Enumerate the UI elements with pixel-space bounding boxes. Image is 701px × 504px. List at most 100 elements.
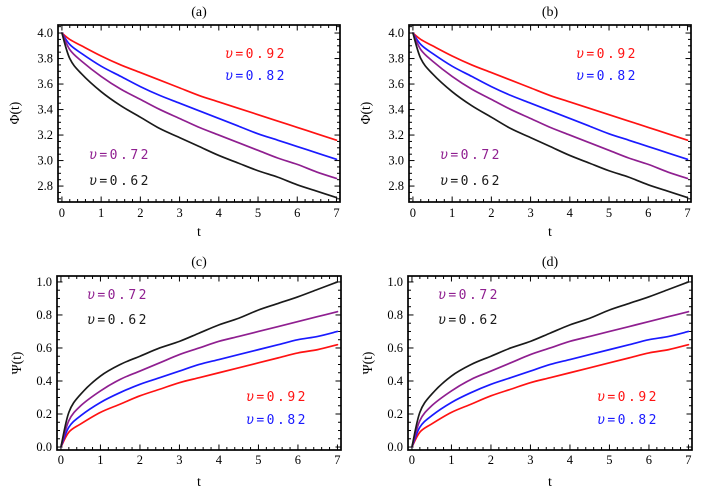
y-tick-label: 0.6 [387,341,403,355]
x-tick-label: 6 [645,206,651,220]
upsilon-symbol: υ [438,313,448,328]
legend-label: υ=0.72 [440,148,502,163]
y-tick-label: 3.6 [37,77,53,91]
x-tick-label: 3 [527,453,533,467]
series-curves [412,32,689,199]
upsilon-symbol: υ [225,69,235,84]
tick-labels: 0 1 2 3 4 5 6 7 2.8 3.0 3.2 3.4 3.6 3.8 4.0 [37,26,339,220]
legend-label: υ=0.82 [597,413,659,428]
y-tick-label: 0.4 [387,374,403,388]
x-tick-label: 4 [216,206,223,220]
upsilon-symbol: υ [597,413,607,428]
x-tick-label: 1 [449,206,455,220]
panel-c: 0 1 2 3 4 5 6 7 0.0 0.2 0.4 0.6 0.8 1.0 υ=0.72 υ=0.62 υ=… [0,252,350,504]
legend-label: υ=0.62 [87,313,149,328]
x-tick-label: 1 [448,453,454,467]
x-tick-label: 3 [176,206,182,220]
upsilon-symbol: υ [246,413,256,428]
series-curves [61,32,338,199]
curve-υ=0.62 [60,281,339,448]
y-tick-label: 0.0 [387,440,403,454]
upsilon-symbol: υ [440,148,450,163]
plot-frame [57,24,341,203]
panel-title: (c) [191,255,207,270]
y-tick-label: 0.6 [36,341,52,355]
legend-label: υ=0.92 [576,47,638,62]
upsilon-symbol: υ [597,390,607,405]
curve-υ=0.82 [411,330,690,448]
plot-area-a: 0 1 2 3 4 5 6 7 2.8 3.0 3.2 3.4 3.6 3.8 4.0 υ=0.92 υ=0.8… [37,24,341,220]
y-tick-label: 2.8 [388,179,404,193]
tick-labels: 0 1 2 3 4 5 6 7 0.0 0.2 0.4 0.6 0.8 1.0 [36,275,340,467]
legend-label: υ=0.62 [440,174,502,189]
upsilon-symbol: υ [89,174,99,189]
x-tick-label: 2 [137,206,143,220]
x-tick-label: 7 [684,206,690,220]
x-tick-label: 5 [606,453,612,467]
upsilon-symbol: υ [246,390,256,405]
x-axis-label: t [548,475,552,490]
plot-area-b: 0 1 2 3 4 5 6 7 2.8 3.0 3.2 3.4 3.6 3.8 4.0 υ=0.92 υ=0.8… [388,24,692,220]
y-tick-label: 3.8 [388,52,404,66]
curve-υ=0.62 [411,281,690,448]
upsilon-symbol: υ [89,148,99,163]
tick-labels: 0 1 2 3 4 5 6 7 0.0 0.2 0.4 0.6 0.8 1.0 [387,275,691,467]
upsilon-symbol: υ [87,313,97,328]
legend-label: υ=0.82 [225,69,287,84]
upsilon-symbol: υ [440,174,450,189]
tick-labels: 0 1 2 3 4 5 6 7 2.8 3.0 3.2 3.4 3.6 3.8 4.0 [388,26,690,220]
y-tick-label: 0.4 [36,374,52,388]
x-tick-label: 4 [567,453,574,467]
x-tick-label: 2 [137,453,143,467]
panel-title: (b) [541,5,559,20]
curve-υ=0.72 [412,32,689,180]
x-axis-label: t [197,225,201,240]
curve-υ=0.92 [60,343,339,448]
y-tick-label: 3.8 [37,52,53,66]
panel-a: 0 1 2 3 4 5 6 7 2.8 3.0 3.2 3.4 3.6 3.8 4.0 υ=0.92 υ=0.8… [0,0,350,252]
upsilon-symbol: υ [225,47,235,62]
x-tick-label: 3 [527,206,533,220]
x-tick-label: 1 [98,206,104,220]
curve-υ=0.82 [412,32,689,161]
curve-υ=0.82 [61,32,338,161]
plot-frame [56,275,342,451]
y-tick-label: 0.0 [36,440,52,454]
upsilon-symbol: υ [87,288,97,303]
plot-frame [408,24,692,203]
panel-title: (a) [191,5,207,20]
curve-υ=0.92 [412,32,689,141]
y-tick-label: 4.0 [388,26,404,40]
y-tick-label: 3.2 [37,128,53,142]
y-tick-label: 2.8 [37,179,53,193]
legend: υ=0.92 υ=0.82 υ=0.72 υ=0.62 [89,47,287,189]
y-tick-label: 0.8 [387,308,403,322]
x-tick-label: 4 [567,206,574,220]
x-tick-label: 5 [255,453,261,467]
y-axis-label: Φ(t) [7,101,22,125]
x-tick-label: 5 [606,206,612,220]
x-tick-label: 2 [488,206,494,220]
plot-area-d: 0 1 2 3 4 5 6 70.00.20.40.60.81.0υ=0.72υ=0.62υ=… [387,275,693,467]
x-tick-label: 4 [216,453,223,467]
legend-label: υ=0.92 [246,390,308,405]
plot-area-c: 0 1 2 3 4 5 6 70.00.20.40.60.81.0υ=0.72υ=0.62υ=… [36,275,342,467]
y-tick-label: 3.4 [37,103,53,117]
curve-υ=0.62 [61,32,338,199]
x-tick-label: 0 [58,453,64,467]
x-axis-label: t [548,225,552,240]
y-axis-label: Ψ(t) [9,351,24,375]
upsilon-symbol: υ [438,288,448,303]
y-axis-label: Ψ(t) [360,351,375,375]
x-tick-label: 0 [409,453,415,467]
panel-d: 0 1 2 3 4 5 6 7 0.0 0.2 0.4 0.6 0.8 1.0 υ=0.72 υ=0.62 υ=… [351,252,701,504]
x-axis-label: t [197,475,201,490]
legend-label: υ=0.72 [87,288,149,303]
legend-label: υ=0.82 [246,413,308,428]
legend-label: υ=0.72 [438,288,500,303]
legend-label: υ=0.62 [89,174,151,189]
series-curves [411,281,690,448]
y-tick-label: 3.0 [388,154,404,168]
y-tick-label: 3.6 [388,77,404,91]
